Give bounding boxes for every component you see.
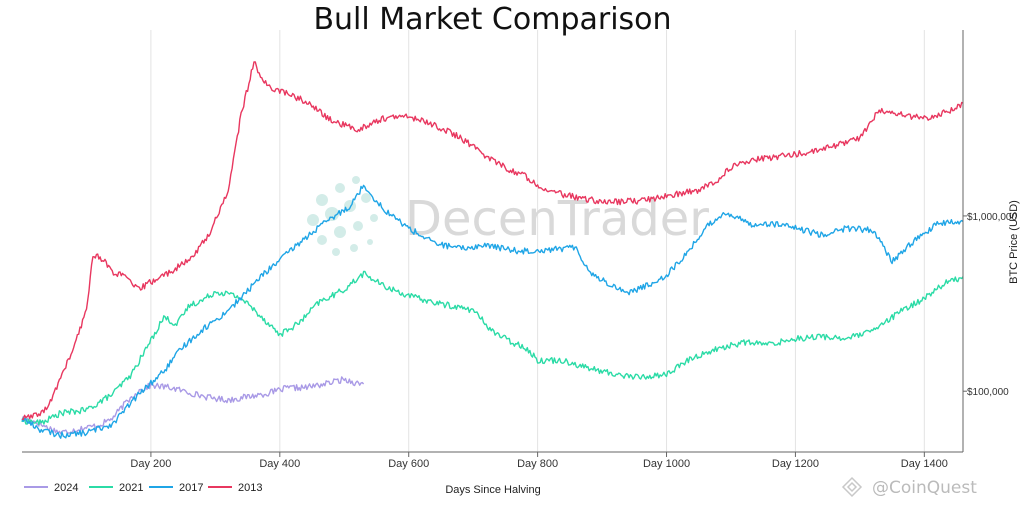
watermark-dot xyxy=(317,235,327,245)
x-tick-label: Day 1400 xyxy=(901,458,948,470)
watermark-logo xyxy=(307,176,378,256)
series-line-2017 xyxy=(21,184,964,439)
x-axis-title: Days Since Halving xyxy=(445,484,540,496)
watermark-dot xyxy=(335,183,345,193)
credit: @CoinQuest xyxy=(841,476,977,498)
series-line-2024 xyxy=(21,376,365,435)
watermark-dot xyxy=(325,207,339,221)
x-tick-label: Day 600 xyxy=(388,458,429,470)
watermark-dot xyxy=(352,176,360,184)
x-tick-label: Day 200 xyxy=(130,458,171,470)
legend-label: 2021 xyxy=(119,482,143,494)
legend-label: 2017 xyxy=(179,482,203,494)
legend-label: 2024 xyxy=(54,482,78,494)
watermark-dot xyxy=(332,248,340,256)
legend-item-2024[interactable]: 2024 xyxy=(24,482,78,494)
series-layer xyxy=(21,61,964,439)
x-tick-label: Day 400 xyxy=(259,458,300,470)
y-tick-label: $1,000,000 xyxy=(967,212,1017,223)
watermark-dot xyxy=(367,239,373,245)
y-tick-labels: $100,000 $1,000,000 xyxy=(963,212,1017,398)
watermark: DecenTrader xyxy=(307,176,709,256)
legend-item-2017[interactable]: 2017 xyxy=(149,482,203,494)
y-tick-label: $100,000 xyxy=(967,387,1009,398)
diamond-logo-icon xyxy=(841,476,863,498)
x-tick-label: Day 1000 xyxy=(643,458,690,470)
x-tick-labels: Day 200 Day 400 Day 600 Day 800 Day 1000 Day … xyxy=(130,452,948,470)
chart-title: Bull Market Comparison xyxy=(313,2,672,37)
watermark-dot xyxy=(316,194,328,206)
x-tick-label: Day 800 xyxy=(517,458,558,470)
legend[interactable]: 2024 2021 2017 2013 xyxy=(24,482,262,494)
watermark-text: DecenTrader xyxy=(405,191,709,247)
series-line-2013 xyxy=(21,61,964,421)
y-axis-title: BTC Price (USD) xyxy=(1008,200,1020,284)
x-tick-label: Day 1200 xyxy=(772,458,819,470)
credit-text: @CoinQuest xyxy=(872,478,977,498)
legend-item-2021[interactable]: 2021 xyxy=(89,482,143,494)
watermark-dot xyxy=(361,193,371,203)
series-line-2021 xyxy=(21,270,964,426)
watermark-dot xyxy=(370,214,378,222)
watermark-dot xyxy=(350,244,358,252)
watermark-dot xyxy=(307,214,319,226)
watermark-dot xyxy=(334,226,346,238)
legend-label: 2013 xyxy=(238,482,262,494)
grid-layer xyxy=(150,30,925,452)
legend-item-2013[interactable]: 2013 xyxy=(208,482,262,494)
watermark-dot xyxy=(353,221,363,231)
